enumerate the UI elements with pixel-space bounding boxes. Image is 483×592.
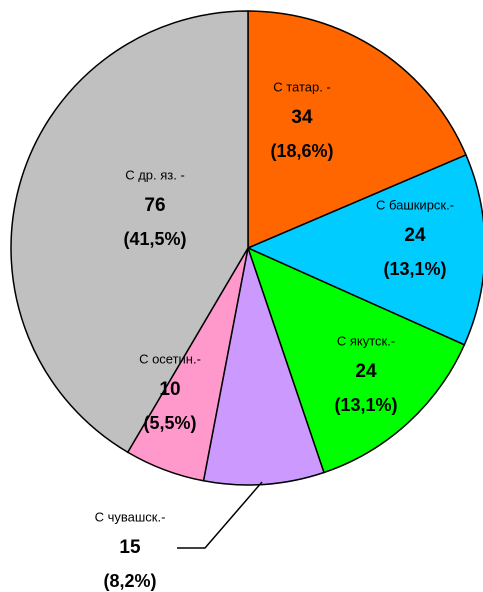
slice-name: С осетин.- — [139, 351, 201, 366]
leader-line — [177, 481, 263, 549]
pie-slice — [10, 10, 249, 454]
pie-slice — [247, 10, 467, 250]
slice-value: 15 — [119, 537, 141, 558]
slice-name: С татар. - — [273, 79, 331, 94]
slice-value: 10 — [159, 379, 180, 400]
slice-value: 24 — [404, 225, 426, 246]
slice-percent: (13,1%) — [383, 259, 446, 279]
slice-value: 34 — [291, 107, 313, 128]
slice-percent: (18,6%) — [270, 141, 333, 161]
slice-value: 24 — [355, 361, 377, 382]
slice-name: С башкирск.- — [376, 197, 454, 212]
slice-percent: (8,2%) — [103, 571, 156, 591]
slice-percent: (41,5%) — [123, 229, 186, 249]
pie-slice — [246, 246, 466, 474]
slice-percent: (13,1%) — [334, 395, 397, 415]
slice-value: 76 — [144, 195, 165, 216]
pie-slice — [246, 153, 483, 346]
slice-percent: (5,5%) — [143, 413, 196, 433]
pie-slice — [202, 245, 325, 486]
slice-name: С др. яз. - — [125, 167, 185, 182]
slice-name: С якутск.- — [337, 333, 395, 348]
slice-name: С чувашск.- — [95, 509, 166, 524]
